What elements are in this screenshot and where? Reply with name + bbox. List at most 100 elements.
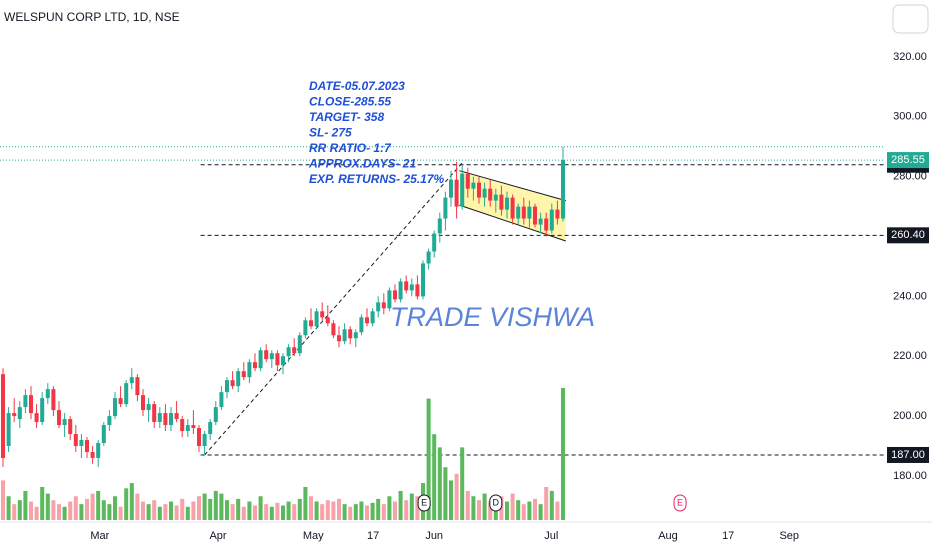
volume-bar [101, 500, 106, 520]
volume-bar [521, 504, 526, 520]
price-tag-label: 187.00 [891, 449, 925, 461]
candle-body [51, 389, 56, 411]
volume-bar [107, 504, 112, 520]
volume-bar [465, 490, 470, 520]
candle-body [140, 395, 146, 411]
volume-bar [460, 447, 465, 520]
candle-body [325, 317, 330, 324]
volume-bar [387, 496, 392, 520]
volume-bar [560, 388, 566, 520]
volume-bar [17, 500, 22, 520]
candle-body [17, 407, 22, 420]
candle-body [40, 398, 45, 423]
volume-bar [264, 504, 269, 520]
candle-body [488, 188, 493, 201]
chart-title: WELSPUN CORP LTD, 1D, NSE [4, 10, 180, 24]
candle-body [112, 398, 118, 417]
volume-bar [426, 398, 431, 520]
candle-body [269, 353, 274, 360]
candle-body [45, 389, 50, 399]
volume-bar [230, 504, 235, 520]
x-tick-label: 17 [722, 530, 734, 542]
candle-body [129, 377, 134, 384]
event-marker [673, 494, 687, 512]
volume-bar [45, 493, 50, 520]
volume-bar [336, 498, 342, 520]
volume-bar [303, 487, 308, 520]
settings-button[interactable] [892, 4, 929, 34]
candle-body [12, 413, 17, 417]
candle-body [392, 290, 398, 300]
event-marker [489, 494, 503, 512]
volume-bar [157, 506, 162, 520]
annotation-line: DATE-05.07.2023 [309, 79, 405, 93]
volume-bar [241, 506, 246, 520]
volume-bar [191, 501, 196, 520]
volume-bar [112, 496, 118, 520]
watermark: TRADE VISHWA [390, 302, 595, 332]
candle-body [476, 182, 482, 198]
candle-body [152, 404, 157, 423]
x-tick-label: Apr [209, 530, 226, 542]
overlay: 180.00200.00220.00240.00260.00280.00300.… [90, 51, 929, 542]
candle-body [521, 206, 526, 219]
y-tick-label: 200.00 [893, 410, 927, 422]
candle-body [409, 284, 414, 291]
volume-bar [202, 493, 207, 520]
candle-body [544, 218, 549, 231]
candle-body [286, 347, 291, 357]
annotation-line: RR RATIO- 1:7 [309, 141, 392, 155]
volume-bar [376, 498, 381, 520]
candle-body [62, 419, 67, 426]
volume-bar [73, 496, 78, 520]
volume-bar [504, 501, 510, 520]
volume-bar [549, 490, 554, 520]
volume-bar [404, 500, 409, 520]
candle-body [493, 194, 498, 201]
volume-bar [258, 496, 263, 520]
candle-body [202, 434, 207, 446]
candle-body [185, 425, 190, 432]
candle-body [264, 350, 269, 360]
volume-bar [90, 493, 95, 520]
volume-bar [555, 501, 560, 520]
candle-body [359, 317, 364, 333]
candle-body [308, 320, 314, 327]
candle-body [68, 419, 73, 435]
price-tag [887, 227, 929, 244]
annotation-line: EXP. RETURNS- 25.17% [309, 172, 444, 186]
x-tick-label: Jul [544, 530, 558, 542]
x-tick-label: Sep [779, 530, 799, 542]
candle-body [224, 380, 230, 393]
event-label: D [493, 497, 500, 507]
candle-body [180, 419, 185, 432]
candle-body [415, 284, 420, 297]
volume-bar [448, 480, 454, 520]
volume-bar [84, 498, 90, 520]
candle-body [90, 451, 95, 458]
volume-bar [516, 500, 521, 520]
volume-bar [152, 500, 157, 520]
candle-body [331, 323, 336, 336]
candle-body [420, 263, 426, 297]
volume-bar [325, 500, 330, 520]
last-price-label: 285.55 [891, 154, 925, 166]
volume-bar [348, 506, 353, 520]
volume-bar [68, 501, 73, 520]
volume-bar [297, 498, 302, 520]
volume-bar [269, 506, 274, 520]
volume-bar [359, 501, 364, 520]
candle-body [437, 218, 442, 234]
candle-body [370, 311, 375, 324]
candle-body [443, 197, 448, 219]
volume-bar [51, 500, 56, 520]
candle-body [454, 179, 459, 207]
candle-body [303, 320, 308, 336]
volume-bar [40, 487, 45, 520]
candle-body [314, 311, 319, 327]
volume-bar [180, 498, 185, 520]
volume-bar [454, 473, 459, 520]
candle-body [527, 206, 532, 219]
candle-body [236, 371, 241, 387]
volume-bar [409, 493, 414, 520]
